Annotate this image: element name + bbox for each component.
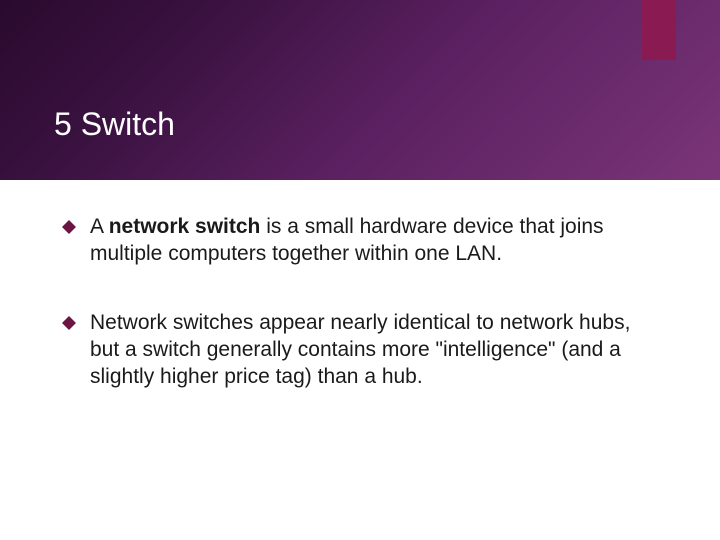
bullet-text-pre: A xyxy=(90,215,109,238)
slide: 5 Switch A network switch is a small har… xyxy=(0,0,720,540)
slide-title: 5 Switch xyxy=(54,106,175,143)
diamond-bullet-icon xyxy=(62,220,76,234)
accent-tab xyxy=(642,0,676,60)
bullet-item: A network switch is a small hardware dev… xyxy=(62,214,658,268)
bullet-item: Network switches appear nearly identical… xyxy=(62,310,658,391)
slide-content: A network switch is a small hardware dev… xyxy=(62,214,658,432)
bullet-text-bold: network switch xyxy=(109,215,261,238)
diamond-bullet-icon xyxy=(62,316,76,330)
header-band xyxy=(0,0,720,180)
bullet-text-post: Network switches appear nearly identical… xyxy=(90,311,630,388)
